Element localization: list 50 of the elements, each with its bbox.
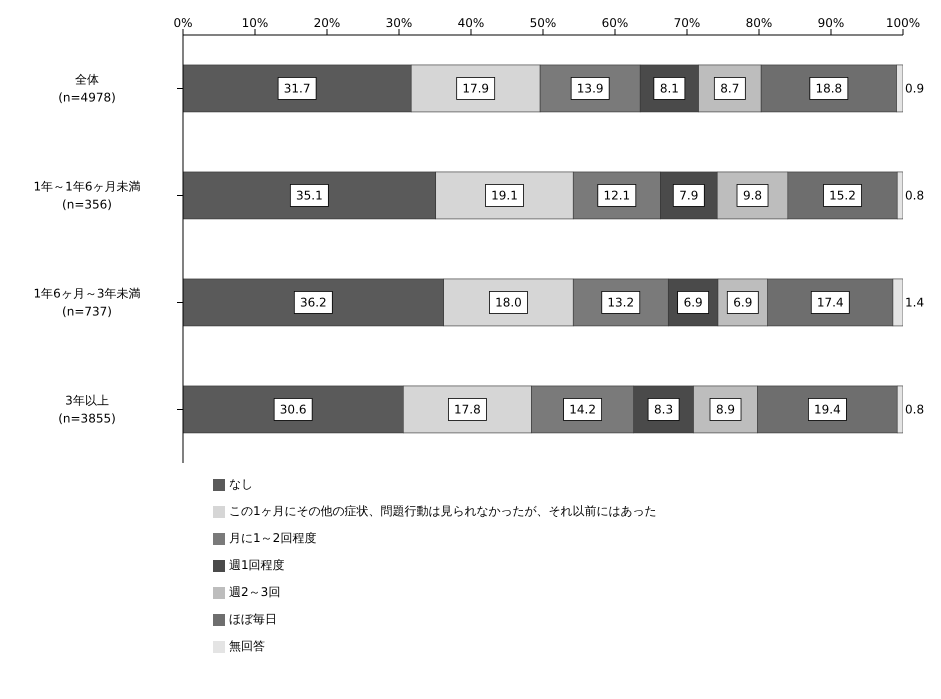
data-label: 18.0 bbox=[495, 295, 522, 310]
data-label: 0.9 bbox=[905, 81, 924, 96]
y-tick-label: 3年以上 (n=3855) bbox=[58, 394, 116, 426]
x-tick-label: 60% bbox=[602, 16, 628, 30]
data-label: 35.1 bbox=[296, 188, 323, 202]
x-tick-label: 10% bbox=[242, 16, 268, 30]
data-label: 13.2 bbox=[607, 295, 634, 310]
data-label: 8.9 bbox=[716, 402, 736, 416]
legend-label: 週1回程度 bbox=[229, 557, 285, 574]
data-label: 6.9 bbox=[733, 295, 752, 310]
x-tick-label: 80% bbox=[746, 16, 772, 30]
data-label: 8.7 bbox=[720, 81, 740, 96]
data-label: 17.9 bbox=[462, 81, 490, 96]
data-label: 31.7 bbox=[284, 81, 310, 96]
data-label: 19.4 bbox=[814, 402, 841, 416]
x-tick-label: 20% bbox=[314, 16, 340, 30]
legend-label: なし bbox=[229, 476, 253, 493]
y-tick-label: 1年～1年6ヶ月未満 (n=356) bbox=[34, 180, 140, 212]
x-tick-label: 40% bbox=[458, 16, 484, 30]
data-label: 6.9 bbox=[684, 295, 703, 310]
legend-label: 週2～3回 bbox=[229, 584, 280, 601]
legend-label: 月に1～2回程度 bbox=[229, 530, 316, 547]
data-label: 7.9 bbox=[679, 188, 698, 202]
data-label: 18.8 bbox=[815, 81, 842, 96]
data-label: 15.2 bbox=[829, 188, 856, 202]
x-tick-label: 30% bbox=[386, 16, 412, 30]
legend-label: 無回答 bbox=[229, 638, 265, 655]
x-tick-label: 70% bbox=[674, 16, 700, 30]
data-label: 17.8 bbox=[454, 402, 481, 416]
data-label: 0.8 bbox=[905, 188, 924, 202]
x-tick-label: 100% bbox=[886, 16, 920, 30]
data-label: 36.2 bbox=[300, 295, 327, 310]
data-label: 1.4 bbox=[905, 295, 924, 310]
data-label: 30.6 bbox=[280, 402, 307, 416]
data-label: 0.8 bbox=[905, 402, 924, 416]
legend-label: この1ヶ月にその他の症状、問題行動は見られなかったが、それ以前にはあった bbox=[229, 503, 657, 520]
data-label: 8.1 bbox=[660, 81, 679, 96]
data-label: 9.8 bbox=[742, 188, 762, 202]
y-tick-label: 1年6ヶ月～3年未満 (n=737) bbox=[34, 286, 140, 318]
x-tick-label: 0% bbox=[173, 16, 193, 30]
x-tick-label: 90% bbox=[818, 16, 844, 30]
data-label: 8.3 bbox=[654, 402, 674, 416]
data-label: 13.9 bbox=[576, 81, 604, 96]
data-label: 14.2 bbox=[569, 402, 596, 416]
x-tick-label: 50% bbox=[530, 16, 556, 30]
y-tick-label: 全体 (n=4978) bbox=[58, 72, 116, 104]
data-label: 17.4 bbox=[816, 295, 844, 310]
data-label: 19.1 bbox=[491, 188, 518, 202]
legend-label: ほぼ毎日 bbox=[229, 611, 277, 628]
data-label: 12.1 bbox=[603, 188, 630, 202]
